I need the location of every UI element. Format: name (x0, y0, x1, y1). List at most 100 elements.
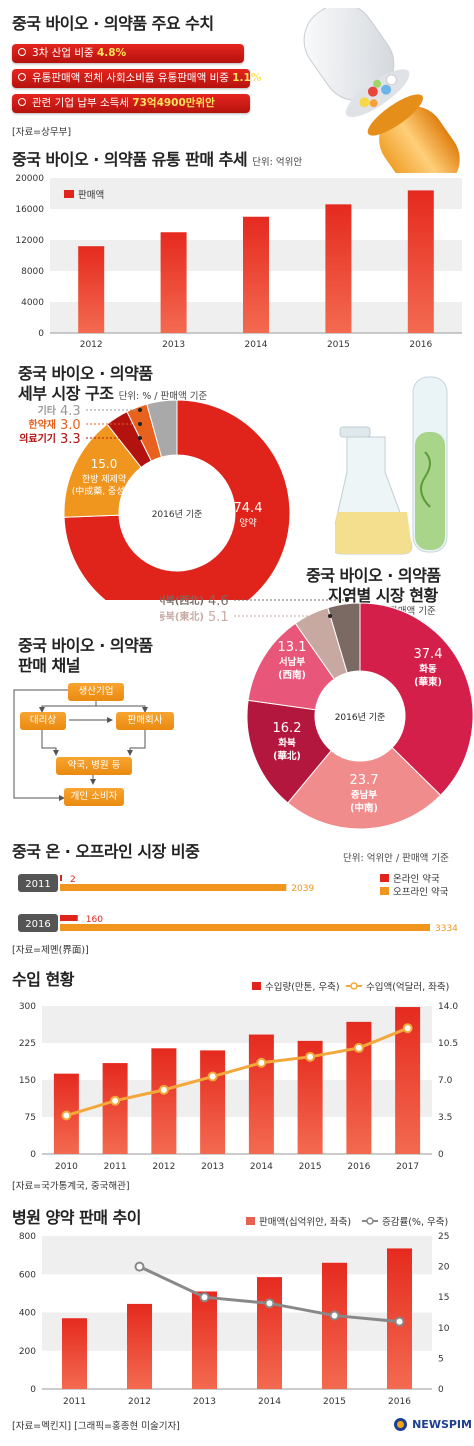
hospital-source: [자료=멕킨지] [그래픽=홍종현 미술기자] (12, 1421, 180, 1432)
region-south-name2: (中南) (350, 802, 378, 814)
sales-bar (407, 190, 434, 333)
hospChart-xtick: 2011 (63, 1397, 86, 1407)
structure-unit: 단위: % / 판매액 기준 (118, 391, 208, 402)
imports-legend-line-label: 수입액(억달러, 좌축) (366, 981, 449, 993)
structure-herbs-dot (138, 422, 142, 426)
hospital-legend-bar-swatch (246, 1217, 255, 1225)
importChart-ytick-left: 75 (25, 1113, 36, 1123)
hospChart-ytick-left: 800 (19, 1232, 36, 1242)
structure-chinese-name: 한방 제제약 (82, 473, 126, 485)
sales-bar (160, 232, 187, 333)
summary-source: [자료=상무부] (12, 127, 72, 138)
importChart-ytick-left: 300 (19, 1002, 36, 1012)
importChart-xtick: 2015 (299, 1162, 322, 1172)
importChart-xtick: 2013 (201, 1162, 224, 1172)
region-north-name: 화북 (278, 737, 296, 749)
structure-other-value: 4.3 (60, 404, 81, 419)
offline-value: 3334 (435, 924, 458, 934)
structure-other-name: 기타 (38, 404, 57, 417)
hospChart-bar (62, 1318, 87, 1389)
online-year-label: 2011 (25, 879, 50, 890)
hospChart-ytick-right: 5 (438, 1354, 444, 1364)
structure-slice (146, 400, 178, 458)
region-slice (327, 602, 361, 674)
hospital-legend-bar-label: 판매액(십억위안, 좌축) (259, 1216, 351, 1228)
flask-illustration (335, 376, 448, 555)
sales-ytick: 20000 (15, 174, 44, 184)
region-ne-dot (328, 614, 332, 618)
importChart-ytick-right: 7.0 (438, 1076, 453, 1086)
channel-seller-box: 판매회사 (116, 712, 174, 730)
online-year-badge (18, 914, 58, 932)
sales-bar (325, 204, 352, 333)
imports-chart: 300 225 150 75 0 14.0 10.5 7.0 3.5 0 2010 2011 2012 2… (19, 981, 459, 1172)
sales-legend-swatch (64, 190, 74, 198)
imports-legend-bar-label: 수입량(만톤, 우축) (265, 981, 340, 993)
importChart-line (65, 1026, 409, 1117)
region-east-name2: (華東) (414, 676, 442, 688)
online-value: 2 (70, 875, 76, 885)
structure-device-dot (138, 436, 142, 440)
region-nw-value: 4.6 (208, 594, 229, 609)
importChart-xtick: 2014 (250, 1162, 273, 1172)
importChart-bar (248, 1034, 274, 1154)
offline-bar (60, 884, 287, 891)
imports-title: 수입 현황 (12, 970, 74, 989)
imports-legend-bar-swatch (252, 982, 261, 990)
capsule-illustration (303, 8, 460, 173)
importChart-point (402, 1023, 413, 1034)
importChart-point (61, 1110, 72, 1121)
structure-title-2: 세부 시장 구조 (18, 384, 114, 403)
structure-slice (63, 400, 291, 600)
sales-xtick: 2014 (245, 340, 268, 350)
online-title: 중국 온 · 오프라인 시장 비중 (12, 842, 200, 861)
hospChart-ytick-right: 10 (438, 1324, 450, 1334)
online-value: 160 (86, 915, 103, 925)
region-sw-name2: (西南) (278, 669, 306, 681)
region-east-value: 37.4 (414, 647, 443, 662)
hospChart-xtick: 2014 (258, 1397, 281, 1407)
online-year-label: 2016 (25, 919, 50, 930)
importChart-band (42, 1080, 432, 1117)
channel-pharmacy-box: 약국, 병원 등 (56, 757, 132, 775)
importChart-bar (346, 1021, 372, 1154)
imports-legend-line-dot (350, 982, 358, 990)
region-title-2: 지역별 시장 현황 (328, 586, 438, 605)
online-unit: 단위: 억위안 / 판매액 기준 (343, 853, 449, 864)
importChart-band (42, 1006, 432, 1043)
online-bar (60, 915, 78, 921)
hospChart-xtick: 2013 (193, 1397, 216, 1407)
channel-maker-box: 생산기업 (68, 683, 124, 701)
importChart-ytick-right: 14.0 (438, 1002, 458, 1012)
offline-legend-label: 오프라인 약국 (393, 886, 449, 898)
structure-title-1: 중국 바이오 · 의약품 (18, 364, 153, 383)
region-sw-value: 13.1 (278, 640, 307, 655)
hospChart-xtick: 2012 (128, 1397, 151, 1407)
channel-agent-box: 대리상 (20, 712, 66, 730)
online-legend-label: 온라인 약국 (393, 873, 440, 885)
summary-item-3: 관련 기업 납부 소득세 73억4900만위안 (12, 94, 250, 113)
hospital-title: 병원 양약 판매 추이 (12, 1208, 141, 1227)
region-north-name2: (華北) (273, 750, 301, 762)
importChart-bar (102, 1063, 128, 1154)
online-source: [자료=제몐(界面)] (12, 945, 89, 956)
region-north-value: 16.2 (273, 721, 302, 736)
structure-chart: 2016년 기준 74.4양약 15.0 한방 제제약(中成藥, 중성약) 기타 4.3 한… (19, 400, 291, 600)
hospChart-ytick-left: 0 (30, 1385, 36, 1395)
region-slice (359, 602, 474, 796)
hospChart-bar (257, 1277, 282, 1389)
importChart-point (305, 1051, 316, 1062)
offline-value: 2039 (291, 884, 314, 894)
importChart-ytick-left: 0 (30, 1150, 36, 1160)
imports-source: [자료=국가통계국, 중국해관] (12, 1181, 130, 1192)
importChart-point (353, 1042, 364, 1053)
channel-consumer-box: 개인 소비자 (64, 788, 124, 806)
region-south-name: 중남부 (351, 789, 377, 801)
importChart-xtick: 2010 (55, 1162, 78, 1172)
sales-bar (243, 216, 269, 333)
hospChart-ytick-right: 25 (438, 1232, 449, 1242)
sales-xtick: 2016 (409, 340, 432, 350)
